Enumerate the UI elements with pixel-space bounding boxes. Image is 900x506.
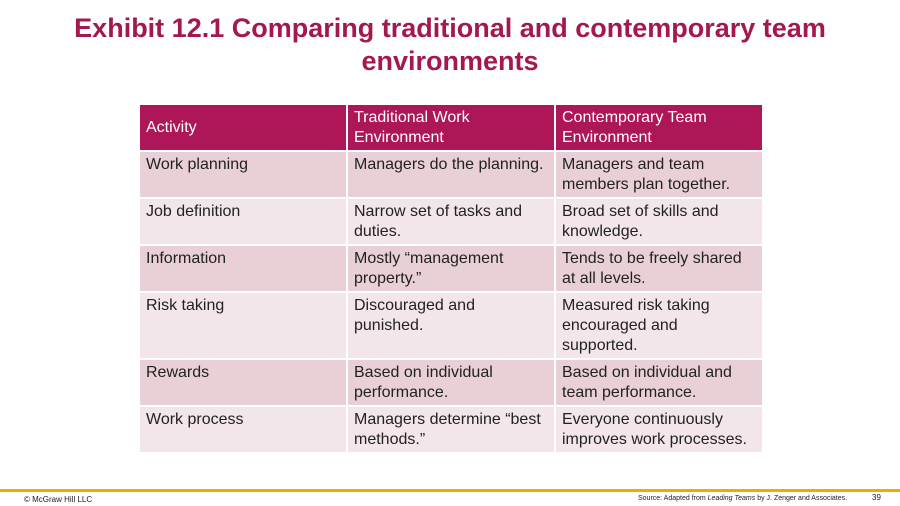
table-cell: Measured risk taking encouraged and supp…	[554, 291, 764, 360]
comparison-table: Activity Traditional Work Environment Cont…	[138, 103, 764, 454]
table-cell: Managers and team members plan together.	[554, 150, 764, 199]
table-cell: Rewards	[138, 358, 348, 407]
table-cell: Everyone continuously improves work proc…	[554, 405, 764, 454]
table-row: Information Mostly “management property.”…	[138, 244, 764, 293]
table-cell: Risk taking	[138, 291, 348, 360]
header-row: Activity Traditional Work Environment Cont…	[138, 103, 764, 152]
table-row: Risk taking Discouraged and punished. Meas…	[138, 291, 764, 360]
table-cell: Job definition	[138, 197, 348, 246]
slide-title: Exhibit 12.1 Comparing traditional and c…	[74, 13, 826, 76]
table-cell: Managers do the planning.	[346, 150, 556, 199]
table-cell: Information	[138, 244, 348, 293]
page-number: 39	[872, 493, 881, 502]
source-note: Source: Adapted from Leading Teams by J.…	[638, 495, 847, 502]
copyright: © McGraw Hill LLC	[24, 495, 93, 504]
table-row: Job definition Narrow set of tasks and du…	[138, 197, 764, 246]
table-cell: Broad set of skills and knowledge.	[554, 197, 764, 246]
table-cell: Work planning	[138, 150, 348, 199]
source-prefix: Source: Adapted from	[638, 495, 708, 502]
table-cell: Tends to be freely shared at all levels.	[554, 244, 764, 293]
table-cell: Discouraged and punished.	[346, 291, 556, 360]
source-suffix: by J. Zenger and Associates.	[755, 495, 848, 502]
footer-bar	[0, 489, 900, 492]
table-row: Work process Managers determine “best met…	[138, 405, 764, 454]
table-row: Work planning Managers do the planning. Ma…	[138, 150, 764, 199]
header-cell: Activity	[138, 103, 348, 152]
header-cell: Traditional Work Environment	[346, 103, 556, 152]
table-cell: Work process	[138, 405, 348, 454]
table-cell: Based on individual and team performance…	[554, 358, 764, 407]
source-title: Leading Teams	[707, 495, 756, 502]
table-cell: Mostly “management property.”	[346, 244, 556, 293]
table-cell: Narrow set of tasks and duties.	[346, 197, 556, 246]
header-cell: Contemporary Team Environment	[554, 103, 764, 152]
table-cell: Based on individual performance.	[346, 358, 556, 407]
table-cell: Managers determine “best methods.”	[346, 405, 556, 454]
table-row: Rewards Based on individual performance. B…	[138, 358, 764, 407]
